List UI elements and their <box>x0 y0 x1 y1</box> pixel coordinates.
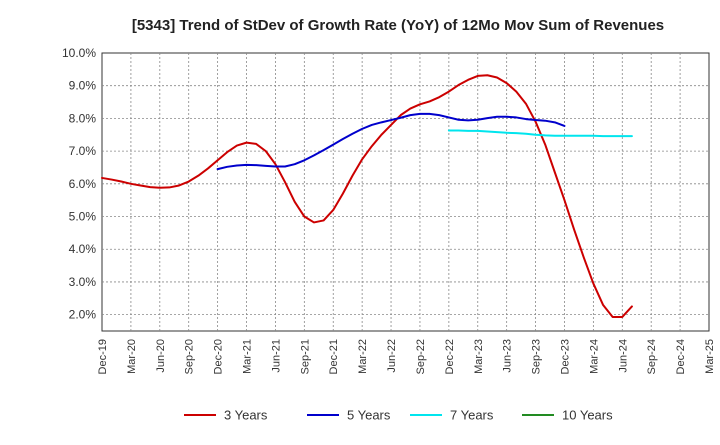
y-tick-label: 10.0% <box>62 46 96 60</box>
x-tick-label: Mar-25 <box>704 339 716 374</box>
x-tick-label: Dec-24 <box>675 339 687 374</box>
grid <box>102 53 709 331</box>
x-tick-label: Dec-22 <box>444 339 456 374</box>
legend-label: 10 Years <box>562 408 613 423</box>
x-tick-label: Sep-21 <box>299 339 311 374</box>
series-line-7-years <box>447 129 633 138</box>
x-tick-label: Jun-22 <box>386 339 398 373</box>
x-tick-label: Jun-24 <box>617 339 629 373</box>
x-tick-label: Jun-23 <box>502 339 514 373</box>
plot-area <box>101 52 710 332</box>
legend: 3 Years 5 Years 7 Years 10 Years <box>184 408 613 423</box>
legend-label: 3 Years <box>224 408 268 423</box>
y-tick-label: 3.0% <box>69 275 97 289</box>
y-tick-label: 5.0% <box>69 210 97 224</box>
y-tick-label: 6.0% <box>69 177 97 191</box>
legend-label: 7 Years <box>450 408 494 423</box>
x-tick-label: Mar-22 <box>357 339 369 374</box>
x-tick-label: Sep-23 <box>531 339 543 374</box>
x-tick-label: Sep-22 <box>415 339 427 374</box>
axes: Dec-19 Mar-20 Jun-20 Sep-20 Dec-20 Mar-21 Jun-… <box>62 46 716 374</box>
x-tick-label: Mar-24 <box>588 339 600 374</box>
x-tick-label: Jun-21 <box>270 339 282 373</box>
series-line-3-years <box>101 74 633 318</box>
series-lines <box>101 74 633 318</box>
x-tick-label: Mar-23 <box>473 339 485 374</box>
legend-label: 5 Years <box>347 408 391 423</box>
y-tick-label: 2.0% <box>69 308 97 322</box>
x-tick-label: Jun-20 <box>155 339 167 373</box>
y-tick-label: 4.0% <box>69 242 97 256</box>
x-tick-label: Sep-24 <box>646 339 658 374</box>
y-tick-label: 7.0% <box>69 144 97 158</box>
x-tick-label: Mar-20 <box>126 339 138 374</box>
chart-title: [5343] Trend of StDev of Growth Rate (Yo… <box>132 17 664 34</box>
series-line-5-years <box>216 112 566 171</box>
y-tick-label: 8.0% <box>69 111 97 125</box>
x-tick-label: Sep-20 <box>184 339 196 374</box>
x-tick-label: Mar-21 <box>242 339 254 374</box>
x-tick-label: Dec-23 <box>559 339 571 374</box>
x-tick-label: Dec-20 <box>213 339 225 374</box>
y-tick-label: 9.0% <box>69 79 97 93</box>
x-tick-label: Dec-21 <box>328 339 340 374</box>
x-tick-label: Dec-19 <box>97 339 109 374</box>
